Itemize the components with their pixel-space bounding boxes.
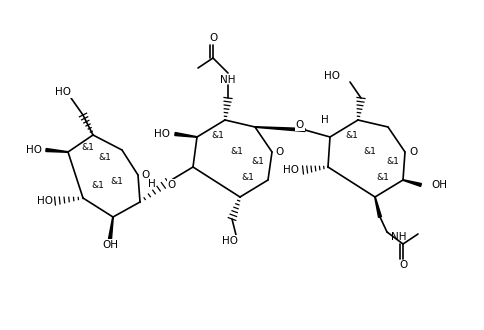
Text: HO: HO	[154, 129, 170, 139]
Text: O: O	[399, 260, 407, 270]
Text: HO: HO	[26, 145, 42, 155]
Text: O: O	[142, 170, 150, 180]
Text: &1: &1	[110, 178, 123, 186]
Text: O: O	[276, 147, 284, 157]
Text: NH: NH	[391, 232, 407, 242]
Text: OH: OH	[431, 180, 447, 190]
Polygon shape	[255, 127, 305, 131]
Text: &1: &1	[363, 148, 377, 156]
Text: &1: &1	[346, 130, 359, 140]
Polygon shape	[375, 197, 381, 217]
Text: HO: HO	[324, 71, 340, 81]
Text: H: H	[321, 115, 329, 125]
Text: &1: &1	[387, 157, 399, 167]
Text: &1: &1	[242, 174, 255, 182]
Polygon shape	[403, 180, 422, 186]
Text: &1: &1	[82, 144, 94, 152]
Text: &1: &1	[99, 153, 111, 162]
Text: &1: &1	[377, 174, 390, 182]
Polygon shape	[175, 133, 197, 137]
Text: &1: &1	[91, 181, 105, 189]
Text: NH: NH	[220, 75, 236, 85]
Text: HO: HO	[37, 196, 53, 206]
Text: &1: &1	[212, 130, 225, 140]
Text: HO: HO	[283, 165, 299, 175]
Polygon shape	[108, 217, 113, 239]
Text: H: H	[148, 179, 156, 189]
Text: O: O	[296, 120, 304, 130]
Text: O: O	[409, 147, 417, 157]
Text: &1: &1	[230, 148, 243, 156]
Text: O: O	[209, 33, 217, 43]
Text: HO: HO	[55, 87, 71, 97]
Text: &1: &1	[252, 157, 264, 167]
Text: OH: OH	[102, 240, 118, 250]
Polygon shape	[46, 148, 68, 152]
Text: HO: HO	[222, 236, 238, 246]
Text: O: O	[168, 180, 176, 190]
